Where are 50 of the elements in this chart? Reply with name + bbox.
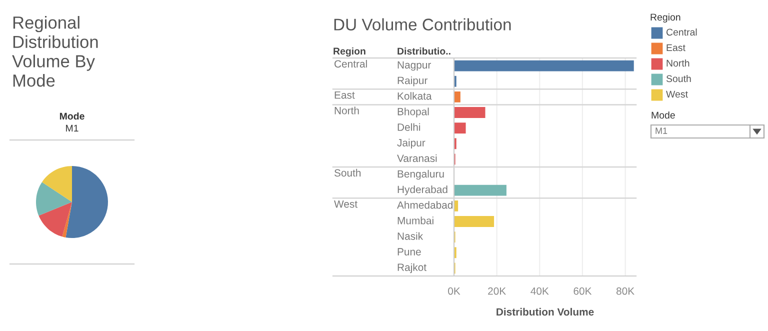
y-tick-label: Rajkot [398, 263, 426, 274]
pie-slice [38, 202, 72, 237]
pie-slice [42, 166, 72, 202]
chart-title: DU Volume Contribution [334, 18, 511, 30]
x-tick-label: 60K [574, 287, 592, 295]
x-tick-label: 40K [530, 287, 549, 295]
y-tick-label: Jaipur [397, 138, 426, 148]
y-tick-label: Delhi [398, 123, 420, 131]
legend-label: West [666, 90, 688, 98]
pie-slice [62, 202, 72, 238]
y-tick-label: Ahmedabad [397, 201, 453, 209]
legend-label: Central [666, 28, 697, 36]
bar [454, 122, 466, 134]
text: Central [334, 60, 367, 68]
y-tick-label: Kolkata [398, 92, 432, 100]
text: Distributio.. [398, 47, 450, 55]
bar [454, 107, 486, 118]
y-tick-label: Nagpur [398, 61, 431, 71]
text: East [334, 91, 355, 99]
bar [454, 91, 460, 102]
text: Mode [652, 111, 675, 119]
pie-slice [36, 182, 72, 216]
pie-slice [66, 166, 108, 238]
text: West [334, 200, 358, 208]
legend-title: Region [650, 13, 680, 23]
text: M1 [656, 128, 668, 134]
legend-label: South [666, 74, 691, 82]
text: South [334, 168, 361, 177]
y-tick-label: Nasik [398, 232, 424, 240]
text: Regional Distribution Volume By Mode [12, 16, 98, 87]
y-tick-label: Pune [398, 248, 421, 256]
y-tick-label: Hyderabad [398, 186, 448, 196]
bar [454, 216, 494, 227]
y-tick-label: Mumbai [398, 216, 434, 224]
text: North [334, 106, 359, 114]
y-tick-label: Varanasi [397, 154, 437, 162]
text: Mode [60, 112, 84, 120]
x-tick-label: 0K [448, 287, 460, 295]
text: Region [334, 47, 366, 57]
y-tick-label: Bengaluru [398, 170, 444, 180]
bar [454, 60, 634, 72]
y-tick-label: Bhopal [398, 108, 429, 118]
bar [454, 184, 506, 196]
text: M1 [66, 124, 78, 132]
legend-label: East [666, 44, 686, 52]
legend-label: North [666, 59, 690, 67]
x-tick-label: 20K [488, 287, 506, 295]
y-tick-label: Raipur [398, 76, 428, 86]
x-tick-label: 80K [616, 287, 634, 295]
x-axis-title: Distribution Volume [496, 308, 594, 316]
